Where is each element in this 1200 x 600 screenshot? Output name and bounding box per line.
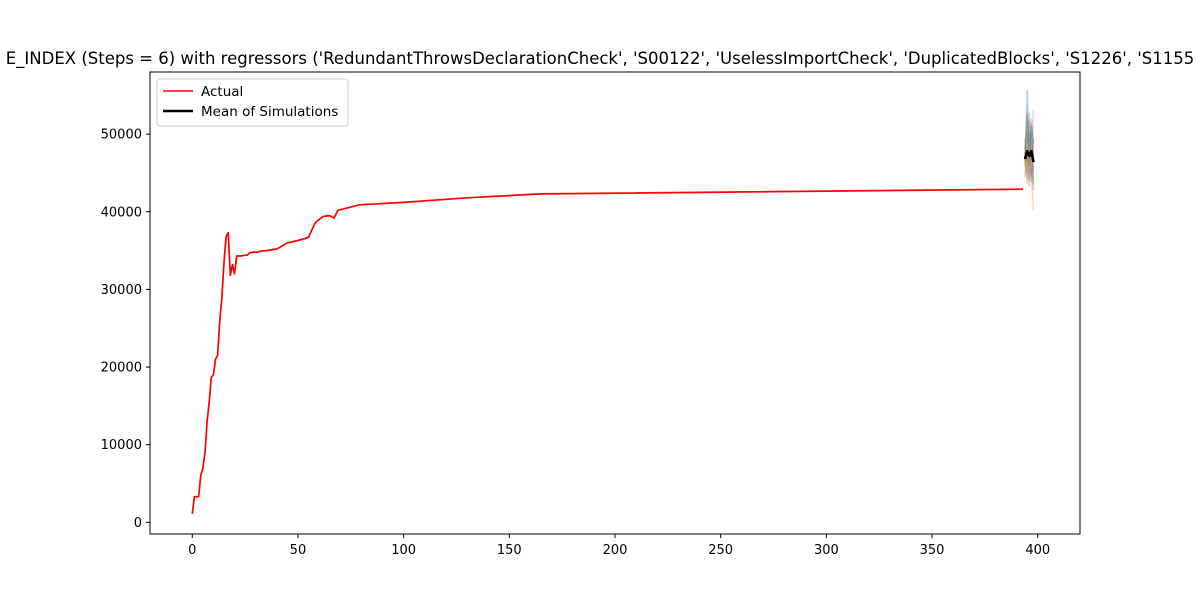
legend-box xyxy=(156,78,349,127)
simulation-line-2 xyxy=(1024,130,1035,191)
actual-series-line xyxy=(191,188,1023,514)
chart-title: E_INDEX (Steps = 6) with regressors ('Re… xyxy=(6,49,1195,69)
x-tick-label: 300 xyxy=(814,543,839,558)
simulation-line-5 xyxy=(1024,132,1035,185)
x-tick-label: 0 xyxy=(188,543,196,558)
y-axis-ticks: 0 10000 20000 30000 40000 50000 xyxy=(101,128,150,531)
simulation-line-8 xyxy=(1024,126,1035,172)
y-tick-label: 20000 xyxy=(101,361,142,376)
y-tick-label: 30000 xyxy=(101,283,142,298)
x-tick-label: 100 xyxy=(391,543,416,558)
simulation-line-11 xyxy=(1024,143,1035,211)
simulation-line-10 xyxy=(1024,114,1035,166)
simulation-line-1 xyxy=(1024,110,1035,160)
plot-background xyxy=(150,72,1080,534)
y-tick-label: 0 xyxy=(134,516,142,531)
simulation-line-7 xyxy=(1024,132,1035,183)
x-tick-label: 50 xyxy=(290,543,307,558)
y-tick-label: 40000 xyxy=(101,205,142,220)
x-tick-label: 150 xyxy=(497,543,522,558)
legend-label-mean: Mean of Simulations xyxy=(201,104,338,120)
x-tick-label: 250 xyxy=(708,543,733,558)
x-tick-label: 400 xyxy=(1025,543,1050,558)
simulation-runs xyxy=(1024,89,1035,211)
legend: Actual Mean of Simulations xyxy=(156,78,349,127)
simulation-line-4 xyxy=(1024,118,1035,187)
x-axis-ticks: 0 50 100 150 200 250 300 350 400 xyxy=(188,534,1050,558)
series-lines xyxy=(191,149,1035,514)
legend-label-actual: Actual xyxy=(201,84,243,100)
mean-simulations-line xyxy=(1023,149,1035,163)
simulation-line-6 xyxy=(1024,109,1035,175)
y-tick-label: 10000 xyxy=(101,438,142,453)
x-tick-label: 350 xyxy=(920,543,945,558)
x-tick-label: 200 xyxy=(603,543,628,558)
y-tick-label: 50000 xyxy=(101,128,142,143)
